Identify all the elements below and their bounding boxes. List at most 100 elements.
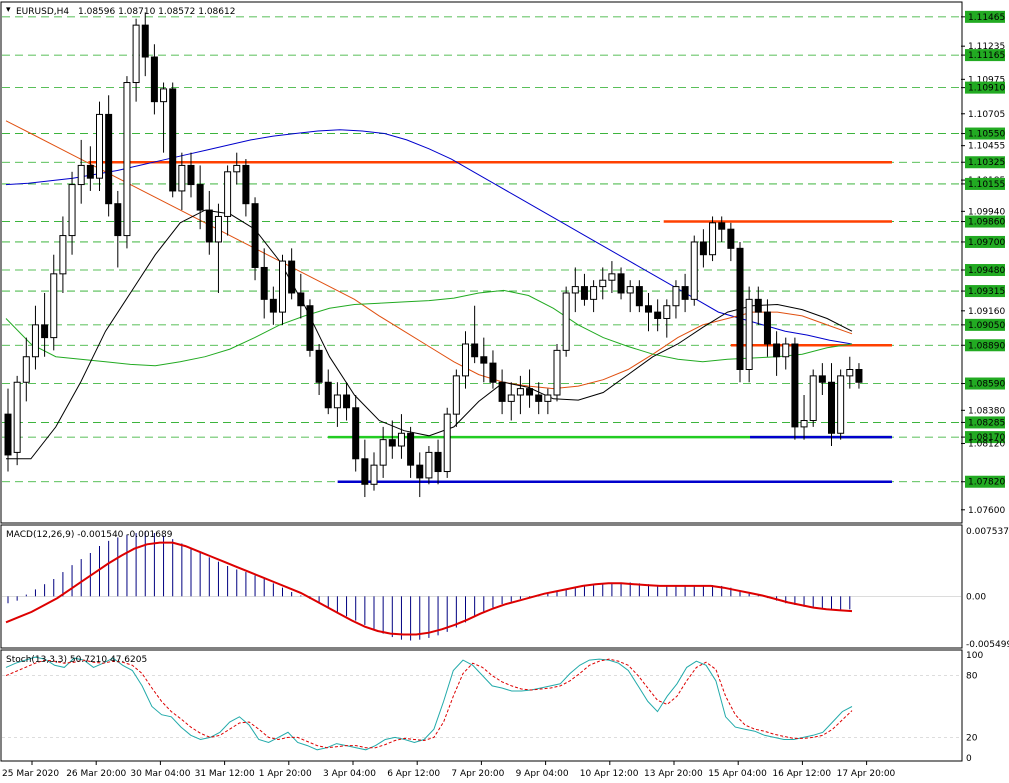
bear-candle (535, 394, 543, 402)
macd-signal-line (5, 541, 853, 636)
price-tag-bg (965, 235, 1005, 248)
bear-candle (86, 164, 94, 179)
price-tag-label: 1.10550 (968, 130, 1005, 140)
stoch-main-line (5, 656, 853, 751)
bear-candle (251, 203, 259, 268)
bear-candle (306, 305, 314, 351)
bear-candle (297, 292, 305, 307)
bull-candle (425, 451, 433, 479)
bull-candle (672, 286, 680, 307)
ma_green-line (5, 289, 853, 367)
bull-candle (452, 375, 460, 415)
time-tick-label: 31 Mar 12:00 (195, 769, 255, 779)
price-tag-label: 1.09700 (968, 238, 1005, 248)
price-tag-bg (965, 177, 1005, 190)
time-tick-label: 25 Mar 2020 (2, 769, 59, 779)
bear-candle (361, 458, 369, 485)
bear-candle (526, 388, 534, 396)
bull-candle (123, 82, 131, 237)
bear-candle (818, 375, 826, 383)
moving-averages (5, 120, 853, 460)
bear-candle (205, 209, 213, 243)
bull-candle (397, 432, 405, 447)
bull-candle (800, 420, 808, 428)
bull-candle (782, 343, 790, 358)
bear-candle (324, 381, 332, 409)
price-tag-label: 1.09480 (968, 266, 1005, 276)
bull-candle (507, 394, 515, 402)
bear-candle (187, 164, 195, 186)
time-tick-label: 7 Apr 20:00 (451, 769, 504, 779)
bull-candle (690, 241, 698, 300)
stoch-label: Stoch(13,3,3) 50.7210 47.6205 (6, 655, 147, 665)
bear-candle (416, 464, 424, 479)
price-tag-label: 1.10155 (968, 180, 1005, 190)
bear-candle (434, 451, 442, 473)
price-tick-label: 1.09160 (968, 307, 1005, 317)
price-tag-label: 1.08890 (968, 341, 1005, 351)
symbol-dropdown-icon[interactable]: ▾ (6, 5, 11, 15)
bull-candle (224, 171, 232, 217)
price-tag-bg (965, 318, 1005, 331)
bull-candle (837, 375, 845, 434)
bull-candle (544, 394, 552, 402)
bull-candle (562, 292, 570, 351)
price-tag-label: 1.09860 (968, 218, 1005, 228)
time-tick-label: 15 Apr 04:00 (708, 769, 767, 779)
price-tag-bg (965, 431, 1005, 444)
time-tick-label: 10 Apr 12:00 (580, 769, 639, 779)
bull-candle (68, 184, 76, 237)
bull-candle (599, 279, 607, 288)
bear-candle (269, 298, 277, 313)
price-panel-frame (0, 1, 963, 524)
macd-tick-label: 0.007537 (966, 527, 1009, 537)
bear-candle (480, 356, 488, 364)
time-tick-label: 3 Apr 04:00 (323, 769, 376, 779)
bear-candle (489, 362, 497, 383)
bull-candle (96, 113, 103, 179)
stoch-tick-label: 80 (966, 672, 978, 682)
bear-candle (718, 222, 726, 230)
bull-candle (846, 368, 854, 377)
price-tag-bg (965, 215, 1005, 228)
price-tag-label: 1.11465 (968, 13, 1005, 23)
macd-tick-label: -0.005499 (966, 640, 1009, 650)
price-tag-label: 1.08170 (968, 433, 1005, 443)
bull-candle (22, 356, 30, 383)
bull-candle (663, 305, 671, 319)
time-tick-label: 17 Apr 20:00 (837, 769, 896, 779)
price-tag-label: 1.11165 (968, 51, 1005, 61)
bull-candle (160, 88, 168, 103)
bear-candle (754, 298, 762, 313)
bull-candle (553, 349, 561, 396)
price-tag-bg (965, 285, 1005, 298)
price-candles (4, 12, 863, 498)
bear-candle (498, 381, 506, 402)
price-tag-bg (965, 81, 1005, 94)
bull-candle (709, 222, 717, 256)
macd-tick-label: 0.00 (966, 592, 986, 602)
macd-panel-frame (0, 524, 963, 649)
chart-ohlc-label: 1.08596 1.08710 1.08572 1.08612 (78, 7, 235, 17)
price-tick-label: 1.08380 (968, 406, 1005, 416)
price-tag-bg (965, 416, 1005, 429)
macd-label: MACD(12,26,9) -0.001540 -0.001689 (6, 530, 173, 540)
price-tag-label: 1.09050 (968, 321, 1005, 331)
bear-candle (388, 439, 396, 447)
price-tag-bg (965, 127, 1005, 140)
price-tag-bg (965, 339, 1005, 352)
bull-candle (77, 164, 85, 186)
price-tick-label: 1.10705 (968, 110, 1005, 120)
bear-candle (791, 343, 799, 428)
time-tick-label: 9 Apr 04:00 (516, 769, 569, 779)
time-tick-label: 30 Mar 04:00 (130, 769, 190, 779)
time-tick-label: 13 Apr 20:00 (644, 769, 703, 779)
price-tag-bg (965, 49, 1005, 62)
price-tag-label: 1.08590 (968, 380, 1005, 390)
bull-candle (443, 413, 451, 473)
time-tick-label: 1 Apr 20:00 (259, 769, 312, 779)
stoch-tick-label: 100 (966, 651, 983, 661)
price-tag-bg (965, 377, 1005, 390)
